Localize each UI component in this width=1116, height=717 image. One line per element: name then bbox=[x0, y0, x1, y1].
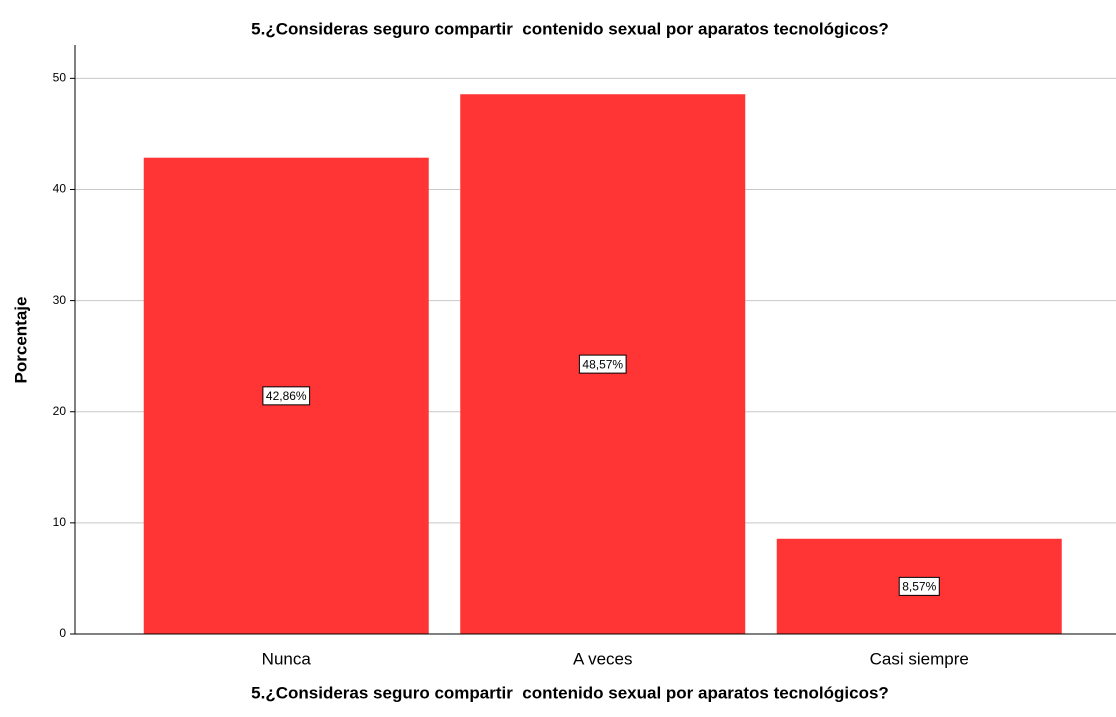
value-label-box bbox=[898, 576, 940, 596]
y-tick-label: 10 bbox=[53, 515, 67, 529]
y-tick-label: 50 bbox=[53, 71, 67, 85]
value-label-box bbox=[578, 354, 627, 374]
x-axis-title: 5.¿Consideras seguro compartir contenido… bbox=[251, 683, 889, 702]
value-label: 42,86% bbox=[266, 389, 307, 403]
y-tick-label: 0 bbox=[59, 626, 66, 640]
x-tick-label: Casi siempre bbox=[870, 649, 969, 668]
value-label-box bbox=[262, 386, 311, 406]
y-tick-label: 30 bbox=[53, 293, 67, 307]
value-label: 48,57% bbox=[582, 357, 623, 371]
y-axis-title: Porcentaje bbox=[11, 297, 30, 384]
x-tick-label: A veces bbox=[573, 649, 633, 668]
y-tick-label: 20 bbox=[53, 404, 67, 418]
chart-title: 5.¿Consideras seguro compartir contenido… bbox=[251, 19, 889, 38]
x-tick-label: Nunca bbox=[262, 649, 312, 668]
y-tick-label: 40 bbox=[53, 182, 67, 196]
value-label: 8,57% bbox=[902, 580, 936, 594]
